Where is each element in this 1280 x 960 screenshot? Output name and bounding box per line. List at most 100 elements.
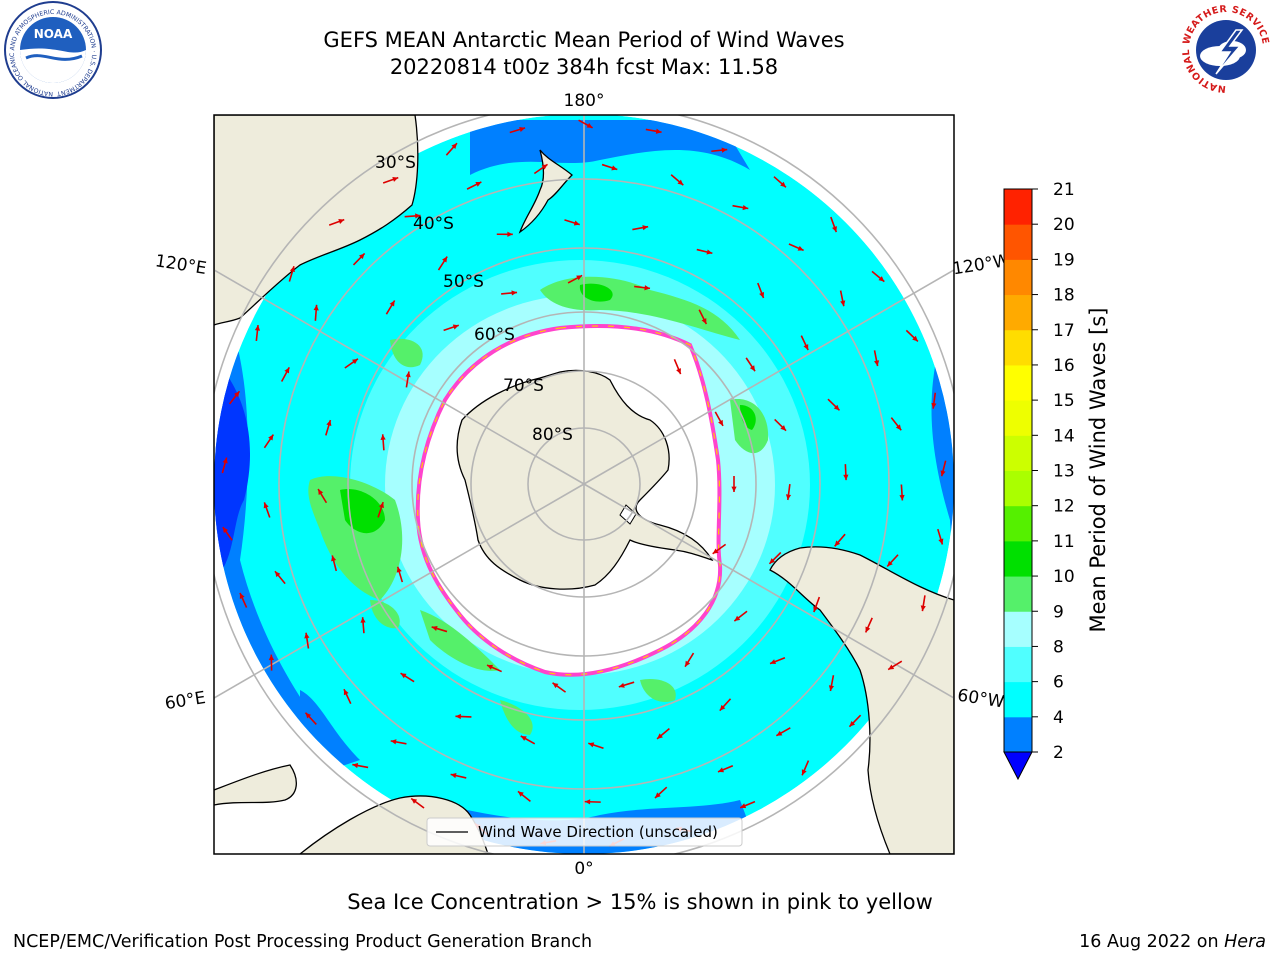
chart-title: GEFS MEAN Antarctic Mean Period of Wind …	[323, 28, 845, 52]
wave-direction-arrowhead	[642, 225, 649, 231]
sea-ice-note: Sea Ice Concentration > 15% is shown in …	[347, 890, 933, 914]
wave-direction-arrowhead	[222, 457, 228, 464]
wave-direction-arrowhead	[405, 371, 411, 378]
lon-label-lower-left: 60°E	[163, 688, 207, 714]
wave-direction-arrowhead	[712, 548, 719, 554]
colorbar-tick-label: 11	[1053, 532, 1075, 552]
wave-direction-arrowhead	[677, 179, 684, 186]
wave-direction-arrowhead	[833, 404, 840, 411]
wave-direction-arrowhead	[938, 538, 944, 545]
wave-direction-arrowhead	[654, 792, 661, 798]
wave-direction-arrowhead	[338, 219, 345, 224]
wave-direction-arrowhead	[586, 122, 593, 128]
colorbar-tick-label: 9	[1053, 602, 1064, 622]
wave-direction-arrowhead	[487, 664, 494, 670]
wave-direction-arrowhead	[776, 730, 783, 736]
colorbar-label: Mean Period of Wind Waves [s]	[1086, 308, 1110, 633]
colorbar-bin	[1004, 470, 1032, 507]
wave-direction-arrowhead	[284, 367, 290, 374]
lon-label-upper-left: 120°E	[154, 251, 208, 279]
plot-frame	[213, 114, 955, 855]
graticule	[214, 115, 954, 854]
wave-direction-arrowhead	[588, 742, 595, 748]
wave-direction-arrowhead	[719, 704, 726, 711]
wave-direction-arrowhead	[912, 335, 918, 342]
colorbar-tick-label: 19	[1053, 250, 1075, 270]
wave-direction-arrowhead	[389, 300, 395, 307]
wave-direction-arrowhead	[451, 143, 457, 149]
lon-label-lower-right: 60°W	[956, 686, 1006, 713]
lon-label-top: 180°	[564, 91, 605, 111]
wave-direction-arrowhead	[718, 767, 724, 773]
wave-direction-arrowhead	[390, 739, 397, 745]
wave-direction-arrowhead	[849, 720, 856, 727]
wave-direction-arrowhead	[573, 220, 580, 226]
colorbar-extend-triangle	[1003, 751, 1033, 781]
colorbar: 2 4 6 8 9 10 11 12 13 14 15 16 17 18 19 20 21	[1003, 180, 1075, 781]
nws-logo: NATIONAL WEATHER SERVICE	[1179, 3, 1273, 97]
south-america-landmass	[769, 546, 954, 854]
wave-direction-arrowhead	[411, 798, 418, 804]
wave-direction-arrowhead	[834, 540, 841, 547]
wave-direction-arrowhead	[520, 735, 527, 741]
wave-direction-arrowhead	[442, 256, 448, 263]
wave-direction-arrowhead	[326, 420, 332, 427]
wave-direction-arrowhead	[769, 558, 776, 564]
wave-direction-arrowhead	[832, 226, 837, 233]
lat-label-30s: 30°S	[375, 153, 416, 173]
wave-direction-arrowhead	[721, 147, 728, 153]
footer-date-text: 16 Aug 2022 on	[1079, 932, 1225, 952]
wave-direction-arrowhead	[874, 360, 880, 367]
wave-direction-arrowhead	[396, 566, 402, 573]
wave-direction-arrowhead	[304, 632, 310, 639]
lon-label-bottom: 0°	[574, 859, 593, 879]
wave-direction-arrowhead	[517, 791, 524, 797]
wave-direction-arrowhead	[878, 276, 885, 282]
colorbar-tick-label: 4	[1053, 708, 1064, 728]
colorbar-tick-label: 18	[1053, 286, 1075, 306]
wave-direction-arrowhead	[803, 344, 809, 351]
wave-direction-arrowhead	[618, 682, 625, 688]
colorbar-bin	[1004, 505, 1032, 542]
wave-direction-arrowhead	[318, 489, 324, 496]
footer-credit: NCEP/EMC/Verification Post Processing Pr…	[13, 932, 593, 952]
footer-machine: Hera	[1224, 932, 1266, 952]
wave-direction-arrowhead	[899, 494, 905, 501]
colorbar-tick-label: 20	[1053, 215, 1075, 235]
wave-direction-arrowhead	[352, 358, 358, 365]
colorbar-tick-label: 6	[1053, 673, 1064, 693]
wave-direction-arrowhead	[895, 424, 902, 431]
wave-direction-arrowhead	[887, 560, 893, 567]
colorbar-bin	[1004, 294, 1032, 331]
wave-direction-arrowhead	[343, 689, 349, 696]
wave-direction-arrowhead	[718, 419, 724, 426]
noaa-logo: NATIONAL OCEANIC AND ATMOSPHERIC ADMINIS…	[0, 0, 102, 99]
wave-direction-arrowhead	[701, 318, 707, 325]
wave-direction-arrowhead	[797, 245, 804, 251]
wave-direction-arrowhead	[360, 617, 366, 623]
wave-direction-arrowhead	[813, 606, 819, 613]
wave-direction-arrowhead	[759, 292, 765, 298]
lat-label-80s: 80°S	[532, 425, 573, 445]
wave-direction-arrowhead	[920, 605, 926, 612]
wave-direction-arrowhead	[380, 434, 386, 440]
wave-direction-arrowhead	[400, 673, 407, 679]
wave-direction-arrowhead	[313, 304, 319, 311]
wave-direction-arrowhead	[475, 181, 482, 187]
wave-direction-arrowhead	[749, 365, 756, 372]
wave-direction-arrowhead	[840, 300, 846, 307]
wave-direction-arrowhead	[611, 165, 618, 171]
legend-label: Wind Wave Direction (unscaled)	[478, 823, 718, 841]
wave-direction-arrowhead	[706, 249, 713, 255]
wave-direction-arrowhead	[352, 762, 359, 769]
wave-direction-arrowhead	[254, 325, 261, 331]
colorbar-bin	[1004, 540, 1032, 577]
wave-direction-arrowhead	[289, 266, 295, 273]
wave-direction-arrowhead	[511, 290, 518, 296]
colorbar-tick-label: 8	[1053, 637, 1064, 657]
colorbar-bin	[1004, 224, 1032, 260]
wave-direction-arrowhead	[740, 803, 747, 809]
wave-direction-arrowhead	[305, 712, 312, 719]
wave-direction-arrowhead	[584, 799, 591, 805]
colorbar-tick-label: 2	[1053, 743, 1064, 763]
